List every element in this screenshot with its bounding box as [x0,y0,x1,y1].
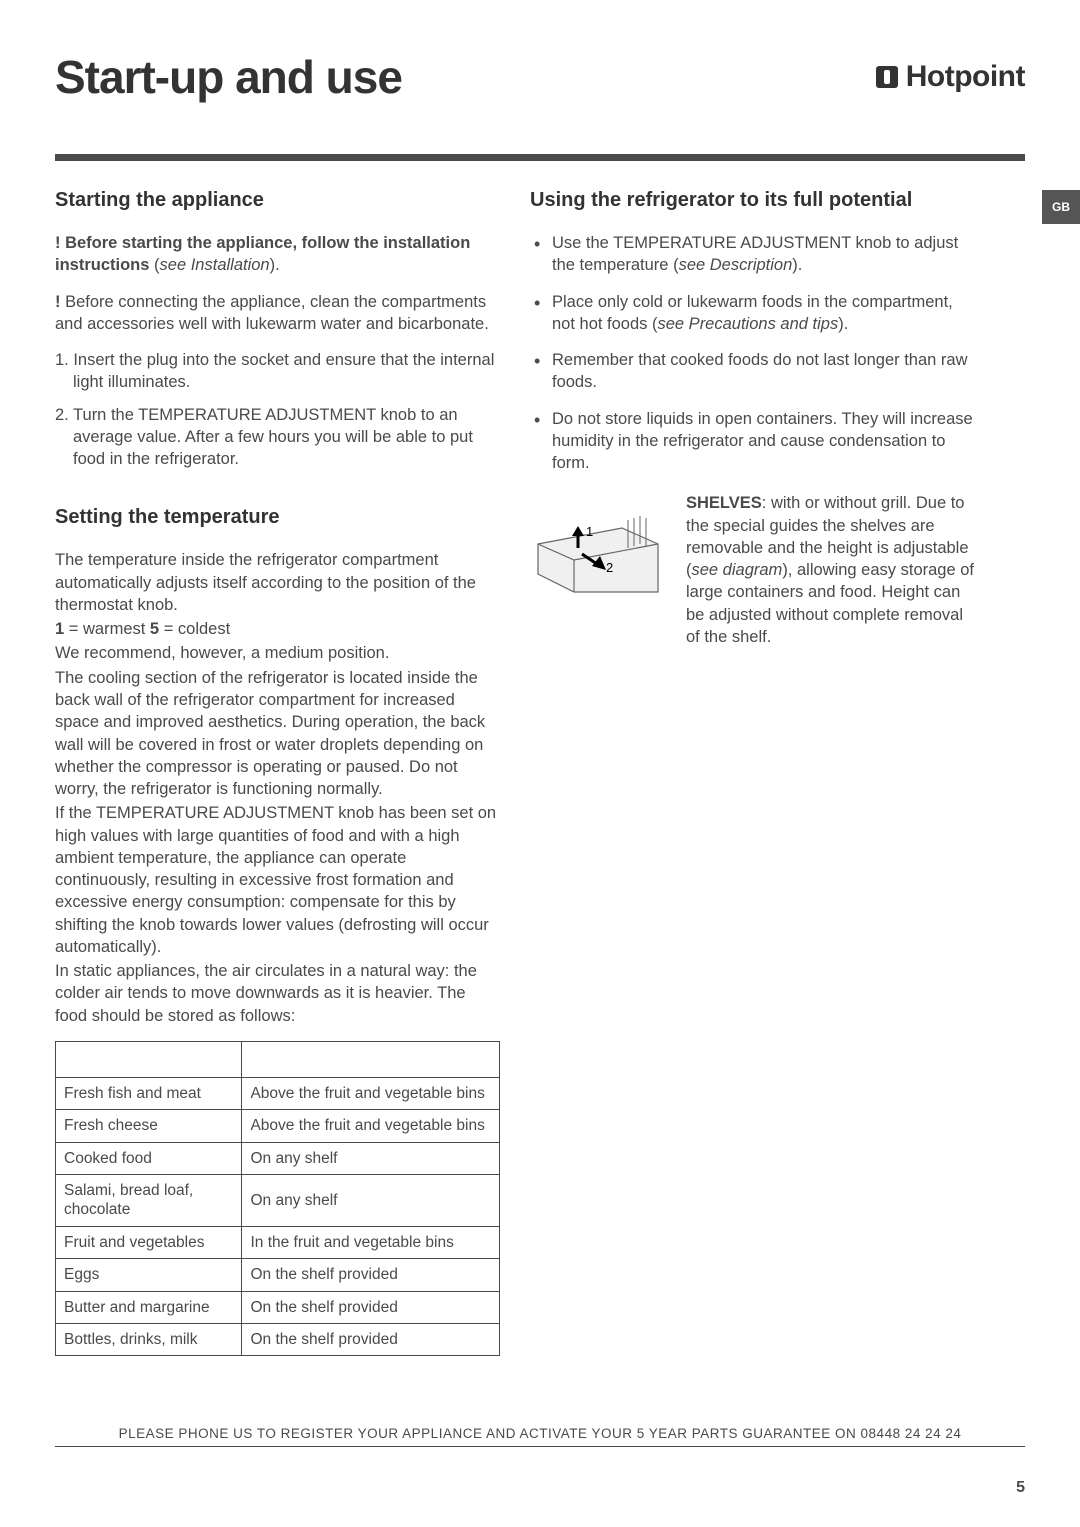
table-cell: Cooked food [56,1142,242,1174]
table-row [56,1041,500,1077]
scale-1: 1 [55,620,64,638]
diagram-label-1: 1 [586,524,593,539]
right-column: Using the refrigerator to its full poten… [530,189,975,1356]
table-cell: Bottles, drinks, milk [56,1323,242,1355]
table-cell: Fruit and vegetables [56,1226,242,1258]
section-heading-starting: Starting the appliance [55,189,500,212]
tip-end: ). [792,256,802,274]
table-row: Salami, bread loaf, chocolateOn any shel… [56,1175,500,1227]
table-row: Fruit and vegetablesIn the fruit and veg… [56,1226,500,1258]
shelves-section: 1 2 SHELVES: with or without grill. Due … [530,492,975,648]
warning-clean: ! Before connecting the appliance, clean… [55,291,500,336]
step-1: 1. Insert the plug into the socket and e… [55,349,500,394]
table-cell: In the fruit and vegetable bins [242,1226,500,1258]
table-cell: Eggs [56,1259,242,1291]
table-cell: Fresh fish and meat [56,1077,242,1109]
tip-cold-foods: Place only cold or lukewarm foods in the… [530,291,975,336]
tip-cooked-foods: Remember that cooked foods do not last l… [530,349,975,394]
language-tab: GB [1042,190,1080,224]
hotpoint-icon [876,66,898,88]
static-appliances: In static appliances, the air circulates… [55,960,500,1027]
footer-rule [55,1446,1025,1447]
table-cell: On any shelf [242,1142,500,1174]
horizontal-rule [55,154,1025,161]
brand-logo: Hotpoint [876,60,1025,94]
clean-text: Before connecting the appliance, clean t… [55,293,489,333]
table-row: Bottles, drinks, milkOn the shelf provid… [56,1323,500,1355]
see-description: see Description [679,256,793,274]
table-cell: Above the fruit and vegetable bins [242,1077,500,1109]
page-number: 5 [1016,1479,1025,1497]
table-row: Fresh cheeseAbove the fruit and vegetabl… [56,1110,500,1142]
content-columns: Starting the appliance ! Before starting… [55,189,1025,1356]
scale-5: 5 [150,620,159,638]
table-cell: On any shelf [242,1175,500,1227]
section-heading-temperature: Setting the temperature [55,506,500,529]
table-row: EggsOn the shelf provided [56,1259,500,1291]
table-row: Fresh fish and meatAbove the fruit and v… [56,1077,500,1109]
table-row: Butter and margarineOn the shelf provide… [56,1291,500,1323]
table-cell [56,1041,242,1077]
warning-installation: ! Before starting the appliance, follow … [55,232,500,277]
cooling-section: The cooling section of the refrigerator … [55,667,500,801]
temp-auto-adjust: The temperature inside the refrigerator … [55,549,500,616]
step-2: 2. Turn the TEMPERATURE ADJUSTMENT knob … [55,404,500,471]
temp-scale: 1 = warmest 5 = coldest [55,618,500,640]
tips-list: Use the TEMPERATURE ADJUSTMENT knob to a… [530,232,975,474]
table-cell: Above the fruit and vegetable bins [242,1110,500,1142]
shelves-label: SHELVES [686,494,762,512]
brand-text: Hotpoint [906,60,1025,94]
see-installation: see Installation [160,256,270,274]
page-header: Start-up and use Hotpoint [55,50,1025,104]
scale-coldest: = coldest [159,620,230,638]
table-cell: Butter and margarine [56,1291,242,1323]
page-title: Start-up and use [55,50,402,104]
recommend-medium: We recommend, however, a medium position… [55,642,500,664]
section-heading-potential: Using the refrigerator to its full poten… [530,189,975,212]
table-cell: On the shelf provided [242,1259,500,1291]
see-diagram: see diagram [692,561,783,579]
diagram-label-2: 2 [606,560,613,575]
table-row: Cooked foodOn any shelf [56,1142,500,1174]
shelves-description: SHELVES: with or without grill. Due to t… [686,492,975,648]
scale-warmest: = warmest [64,620,150,638]
table-cell: Fresh cheese [56,1110,242,1142]
table-cell [242,1041,500,1077]
high-values-warning: If the TEMPERATURE ADJUSTMENT knob has b… [55,802,500,958]
shelf-diagram: 1 2 [530,492,670,648]
table-cell: On the shelf provided [242,1323,500,1355]
tip-end: ). [838,315,848,333]
left-column: Starting the appliance ! Before starting… [55,189,500,1356]
see-precautions: see Precautions and tips [658,315,839,333]
footer-text: PLEASE PHONE US TO REGISTER YOUR APPLIAN… [55,1426,1025,1441]
tip-liquids: Do not store liquids in open containers.… [530,408,975,475]
tip-temperature: Use the TEMPERATURE ADJUSTMENT knob to a… [530,232,975,277]
table-cell: Salami, bread loaf, chocolate [56,1175,242,1227]
table-cell: On the shelf provided [242,1291,500,1323]
food-storage-table: Fresh fish and meatAbove the fruit and v… [55,1041,500,1356]
